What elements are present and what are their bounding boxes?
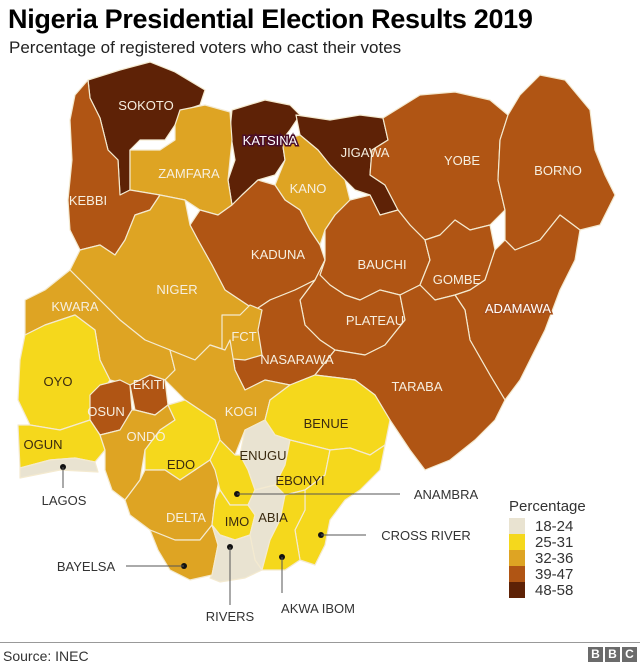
label-adamawa: ADAMAWA [485, 301, 552, 316]
label-anambra: ANAMBRA [414, 487, 479, 502]
state-akwa-ibom[interactable] [261, 489, 306, 571]
label-oyo: OYO [44, 374, 73, 389]
label-delta: DELTA [166, 510, 206, 525]
label-kogi: KOGI [225, 404, 258, 419]
state-zamfara[interactable] [129, 104, 233, 216]
label-ogun: OGUN [24, 437, 63, 452]
label-sokoto: SOKOTO [118, 98, 173, 113]
legend-swatch [509, 566, 525, 582]
label-borno: BORNO [534, 163, 582, 178]
state-lagos[interactable] [19, 457, 99, 479]
label-abia: ABIA [258, 510, 288, 525]
state-borno[interactable] [497, 74, 616, 251]
label-kaduna: KADUNA [251, 247, 306, 262]
state-adamawa[interactable] [454, 214, 581, 401]
label-taraba: TARABA [391, 379, 442, 394]
label-bauchi: BAUCHI [357, 257, 406, 272]
label-akwa-ibom: AKWA IBOM [281, 601, 355, 616]
legend-swatch [509, 550, 525, 566]
bbc-logo: B B C [588, 647, 637, 662]
label-fct: FCT [231, 329, 256, 344]
chart-title: Nigeria Presidential Election Results 20… [8, 4, 533, 34]
legend-item: 25-31 [509, 534, 586, 551]
label-kebbi: KEBBI [69, 193, 107, 208]
chart-subtitle: Percentage of registered voters who cast… [9, 38, 402, 57]
state-rivers[interactable] [209, 524, 263, 583]
legend: Percentage 18-24 25-31 32-36 39-47 48-58 [509, 498, 586, 599]
label-rivers: RIVERS [206, 609, 255, 624]
label-ondo: ONDO [127, 429, 166, 444]
label-edo: EDO [167, 457, 195, 472]
label-jigawa: JIGAWA [341, 145, 390, 160]
label-zamfara: ZAMFARA [158, 166, 220, 181]
legend-title: Percentage [509, 498, 586, 515]
label-ekiti: EKITI [133, 377, 166, 392]
label-enugu: ENUGU [240, 448, 287, 463]
label-nasarawa: NASARAWA [260, 352, 334, 367]
label-osun: OSUN [87, 404, 125, 419]
label-ebonyi: EBONYI [275, 473, 324, 488]
legend-swatch [509, 582, 525, 598]
nigeria-map: SOKOTO KATSINA JIGAWA YOBE BORNO ZAMFARA… [17, 61, 616, 624]
source-text: Source: INEC [3, 648, 89, 664]
label-lagos: LAGOS [42, 493, 87, 508]
label-yobe: YOBE [444, 153, 480, 168]
legend-item: 18-24 [509, 518, 586, 535]
legend-swatch [509, 534, 525, 550]
legend-item: 39-47 [509, 566, 586, 583]
label-niger: NIGER [156, 282, 197, 297]
state-katsina[interactable] [227, 99, 301, 206]
label-gombe: GOMBE [433, 272, 482, 287]
label-benue: BENUE [304, 416, 349, 431]
label-katsina: KATSINA [243, 133, 298, 148]
legend-item: 32-36 [509, 550, 586, 567]
legend-item: 48-58 [509, 582, 586, 599]
label-plateau: PLATEAU [346, 313, 404, 328]
label-cross-river: CROSS RIVER [381, 528, 471, 543]
footer-divider [0, 642, 640, 643]
label-kano: KANO [290, 181, 327, 196]
label-kwara: KWARA [51, 299, 99, 314]
legend-swatch [509, 518, 525, 534]
label-imo: IMO [225, 514, 250, 529]
label-bayelsa: BAYELSA [57, 559, 116, 574]
